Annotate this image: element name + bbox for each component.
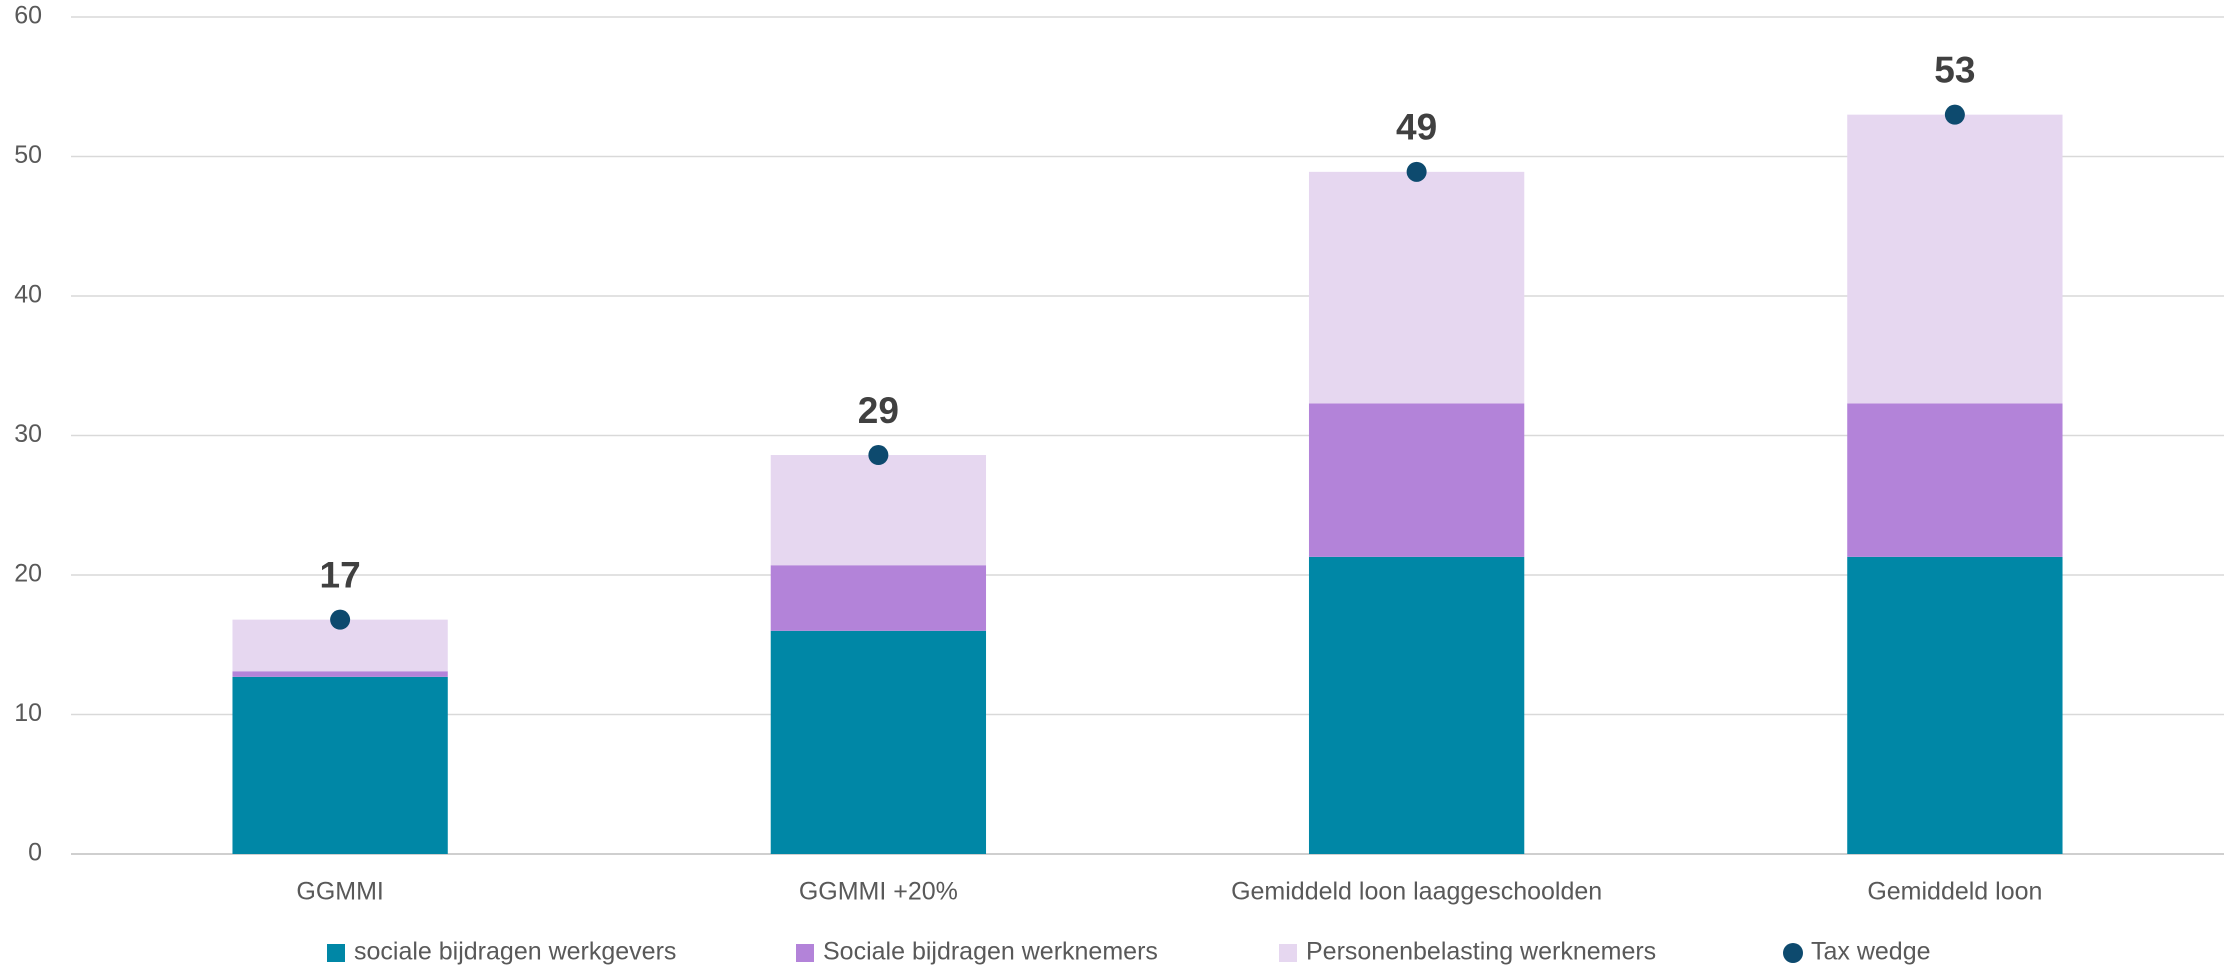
x-tick-label: Gemiddeld loon xyxy=(1867,878,2042,906)
value-label: 17 xyxy=(320,554,361,595)
bar-segment xyxy=(1308,171,1525,404)
legend-marker xyxy=(796,944,814,962)
legend-label: Tax wedge xyxy=(1811,938,1931,966)
value-label: 29 xyxy=(858,390,899,431)
x-tick-label: Gemiddeld loon laaggeschoolden xyxy=(1231,878,1602,906)
y-tick-label: 10 xyxy=(14,699,42,727)
bar-segment xyxy=(232,671,448,677)
y-tick-label: 20 xyxy=(14,560,42,588)
bar-segment xyxy=(1847,114,2063,404)
legend-label: Sociale bijdragen werknemers xyxy=(823,938,1158,966)
legend-marker xyxy=(1279,944,1297,962)
value-label: 53 xyxy=(1934,49,1975,90)
bar-segment xyxy=(770,565,987,631)
legend-label: sociale bijdragen werkgevers xyxy=(354,938,676,966)
bar-segment xyxy=(1847,556,2063,854)
x-tick-label: GGMMI xyxy=(296,878,384,906)
legend-marker xyxy=(1783,943,1803,963)
tax-wedge-dot xyxy=(1406,161,1427,182)
legend-marker xyxy=(327,944,345,962)
bar-segment xyxy=(1308,403,1525,557)
tax-wedge-dot xyxy=(1944,104,1965,125)
bar-segment xyxy=(232,676,448,854)
bar-segment xyxy=(770,455,987,566)
tax-wedge-dot xyxy=(868,445,889,466)
bar-segment xyxy=(1847,403,2063,557)
y-tick-label: 60 xyxy=(14,2,42,30)
y-tick-label: 40 xyxy=(14,281,42,309)
y-tick-label: 30 xyxy=(14,420,42,448)
bar-segment xyxy=(1308,556,1525,854)
x-tick-label: GGMMI +20% xyxy=(799,878,958,906)
y-tick-label: 50 xyxy=(14,141,42,169)
value-label: 49 xyxy=(1396,107,1437,148)
tax-wedge-dot xyxy=(330,609,351,630)
bar-segment xyxy=(770,630,987,854)
y-tick-label: 0 xyxy=(28,839,42,867)
legend-label: Personenbelasting werknemers xyxy=(1306,938,1656,966)
